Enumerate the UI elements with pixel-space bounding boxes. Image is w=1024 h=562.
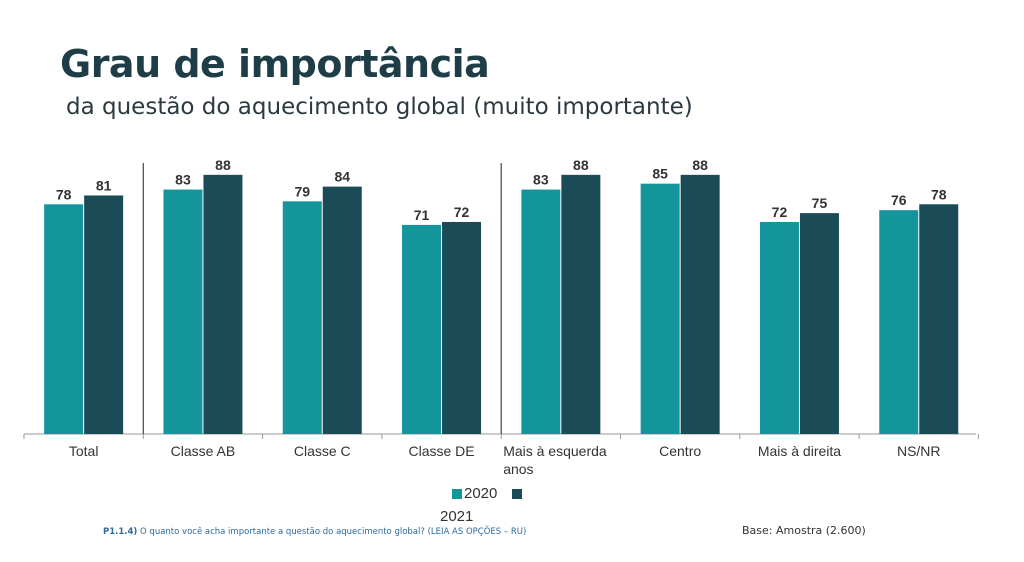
category-label: Mais à esquerda <box>503 443 607 459</box>
data-label-2020: 79 <box>294 183 310 199</box>
category-label: anos <box>503 461 533 477</box>
legend-label-2020: 2020 <box>464 485 498 502</box>
bar-2020 <box>640 183 680 434</box>
data-label-2020: 72 <box>772 204 788 220</box>
bar-2020 <box>759 221 799 434</box>
page-subtitle: da questão do aquecimento global (muito … <box>66 94 693 120</box>
category-label: NS/NR <box>897 443 941 459</box>
data-label-2021: 75 <box>812 195 828 211</box>
bar-2021 <box>203 174 243 434</box>
bar-2021 <box>561 174 601 434</box>
category-label: Classe DE <box>408 443 474 459</box>
bar-2021 <box>442 221 482 434</box>
bar-2020 <box>521 189 561 434</box>
data-label-2020: 76 <box>891 192 907 208</box>
data-label-2021: 88 <box>573 157 589 173</box>
category-label: Classe C <box>294 443 351 459</box>
bar-2021 <box>680 174 720 434</box>
data-label-2021: 88 <box>215 157 231 173</box>
legend-swatch-2021 <box>511 489 522 500</box>
question-code: P1.1.4) <box>103 527 138 537</box>
data-label-2020: 78 <box>56 186 72 202</box>
data-label-2020: 83 <box>533 172 549 188</box>
category-label: Classe AB <box>171 443 236 459</box>
category-label: Total <box>69 443 99 459</box>
bar-2021 <box>322 186 362 434</box>
question-footnote: P1.1.4) O quanto você acha importante a … <box>103 527 526 537</box>
bar-2021 <box>919 204 959 434</box>
legend-label-2021: 2021 <box>440 508 474 525</box>
category-label: Mais à direita <box>758 443 841 459</box>
bar-2020 <box>282 201 322 434</box>
bar-2020 <box>44 204 84 434</box>
data-label-2021: 84 <box>334 169 350 185</box>
data-label-2020: 83 <box>175 172 191 188</box>
legend-swatch-2020 <box>452 489 462 500</box>
sample-base: Base: Amostra (2.600) <box>742 524 866 537</box>
data-label-2021: 81 <box>96 177 112 193</box>
page-title: Grau de importância <box>60 42 490 86</box>
data-label-2021: 88 <box>692 157 708 173</box>
data-label-2021: 72 <box>454 204 470 220</box>
data-label-2020: 85 <box>652 166 668 182</box>
bar-2021 <box>799 213 839 434</box>
bar-2020 <box>402 224 442 434</box>
bar-2021 <box>84 195 124 434</box>
bar-2020 <box>879 210 919 434</box>
category-label: Centro <box>659 443 701 459</box>
question-text: O quanto você acha importante a questão … <box>137 527 527 537</box>
data-label-2021: 78 <box>931 186 947 202</box>
chart-legend: 2020 <box>452 485 524 502</box>
data-label-2020: 71 <box>414 207 430 223</box>
bar-2020 <box>163 189 203 434</box>
